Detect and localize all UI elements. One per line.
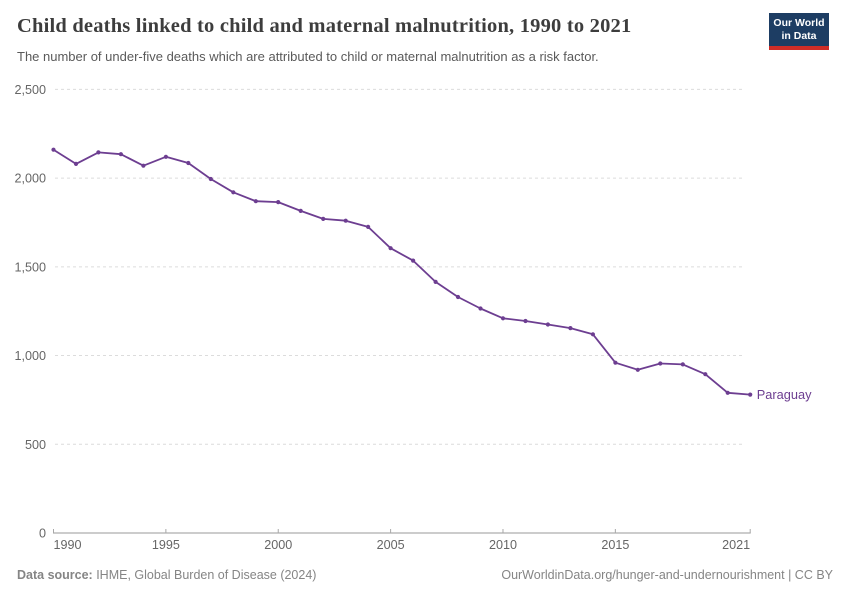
svg-text:1,500: 1,500 [14, 260, 46, 274]
svg-text:1995: 1995 [152, 538, 180, 552]
y-axis-labels: 0 500 1,000 1,500 2,000 2,500 [14, 83, 46, 541]
svg-text:2005: 2005 [377, 538, 405, 552]
svg-text:0: 0 [39, 527, 46, 541]
data-source: Data source: IHME, Global Burden of Dise… [17, 568, 316, 582]
owid-logo-line2: in Data [781, 30, 817, 43]
x-axis-labels: 1990 1995 2000 2005 2010 2015 2021 [54, 538, 751, 552]
series-end-label[interactable]: Paraguay [757, 387, 812, 402]
chart-footer: Data source: IHME, Global Burden of Dise… [17, 568, 833, 582]
data-source-text: IHME, Global Burden of Disease (2024) [92, 568, 317, 582]
chart-subtitle: The number of under-five deaths which ar… [17, 49, 599, 64]
svg-text:2015: 2015 [601, 538, 629, 552]
svg-text:2000: 2000 [264, 538, 292, 552]
owid-url-license[interactable]: OurWorldinData.org/hunger-and-undernouri… [501, 568, 833, 582]
owid-logo[interactable]: Our World in Data [769, 13, 829, 51]
svg-text:1990: 1990 [54, 538, 82, 552]
data-source-label: Data source: [17, 568, 93, 582]
svg-text:1,000: 1,000 [14, 349, 46, 363]
svg-text:500: 500 [25, 438, 46, 452]
svg-text:2,500: 2,500 [14, 83, 46, 97]
svg-text:2021: 2021 [722, 538, 750, 552]
series-paraguay[interactable] [51, 147, 753, 397]
svg-text:2010: 2010 [489, 538, 517, 552]
x-axis [53, 529, 751, 534]
svg-text:2,000: 2,000 [14, 172, 46, 186]
owid-logo-line1: Our World [773, 17, 825, 29]
y-gridlines [55, 88, 745, 445]
chart-title: Child deaths linked to child and materna… [17, 15, 632, 37]
